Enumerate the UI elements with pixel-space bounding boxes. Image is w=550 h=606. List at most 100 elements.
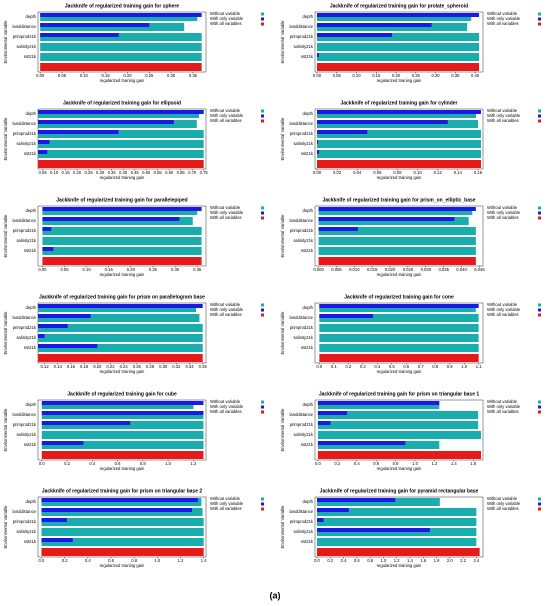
bar <box>41 538 73 542</box>
x-tick-label: 0.60 <box>165 170 174 175</box>
y-tick-label: salinity21k <box>293 335 313 340</box>
x-tick-label: 0.2 <box>62 558 68 563</box>
x-tick-label: 0.20 <box>73 170 82 175</box>
x-axis-label: regularized training gain <box>100 175 145 180</box>
bar <box>319 314 479 322</box>
plot-area <box>314 11 484 73</box>
bar <box>38 324 203 332</box>
bar <box>316 518 477 526</box>
bar <box>316 508 349 512</box>
x-tick-label: 0.00 <box>36 73 45 78</box>
y-tick-label: sst21k <box>24 539 37 544</box>
y-tick-label: depth <box>303 305 314 310</box>
chart-title: Jackknife of regularized training gain f… <box>320 488 479 494</box>
legend-swatch <box>261 400 264 404</box>
y-tick-label: landdistance <box>12 24 36 29</box>
x-tick-label: 0.15 <box>372 73 381 78</box>
y-tick-label: salinity21k <box>293 432 313 437</box>
x-tick-label: 0.50 <box>142 170 151 175</box>
legend-label: With all variables <box>487 312 519 317</box>
bar <box>318 247 476 255</box>
x-tick-label: 0.06 <box>373 170 382 175</box>
x-axis-label: regularized training gain <box>377 466 422 471</box>
legend-swatch <box>261 497 264 501</box>
x-tick-label: 2.2 <box>460 558 466 563</box>
y-axis-label: Environmental Variable <box>3 311 8 355</box>
x-tick-label: 0.35 <box>451 73 460 78</box>
bar <box>38 110 204 114</box>
x-tick-label: 0.25 <box>85 170 94 175</box>
x-tick-label: 0.25 <box>149 267 158 272</box>
x-tick-label: 0.12 <box>41 364 50 369</box>
x-tick-label: 0.32 <box>172 364 181 369</box>
legend-label: With only variable <box>210 501 244 506</box>
x-tick-label: 1.1 <box>476 364 482 369</box>
legend-swatch <box>261 308 264 312</box>
x-tick-label: 0.20 <box>127 267 136 272</box>
x-tick-label: 0.2 <box>345 364 351 369</box>
legend-swatch <box>538 507 541 511</box>
x-tick-label: 0.4 <box>374 364 380 369</box>
x-tick-label: 0.035 <box>438 267 449 272</box>
x-tick-label: 0.020 <box>385 267 396 272</box>
x-tick-label: 0.0 <box>315 461 321 466</box>
y-tick-label: salinity21k <box>293 238 313 243</box>
y-tick-label: salinity21k <box>16 238 36 243</box>
x-tick-label: 0.36 <box>199 364 208 369</box>
chart-title: Jackknife of regularized training gain f… <box>330 3 468 9</box>
x-tick-label: 0.28 <box>146 364 155 369</box>
plot-area <box>37 399 207 461</box>
x-tick-label: 1.2 <box>394 558 400 563</box>
legend-swatch <box>261 507 264 511</box>
caption: (a) <box>270 590 281 600</box>
x-tick-label: 0.10 <box>414 170 423 175</box>
bar <box>38 354 203 362</box>
x-tick-label: 0.35 <box>108 170 117 175</box>
bar <box>38 314 200 322</box>
legend-label: Without variable <box>487 205 518 210</box>
legend-swatch <box>538 405 541 409</box>
legend-label: With only variable <box>487 404 521 409</box>
bar <box>316 13 480 17</box>
x-tick-label: 0.22 <box>106 364 115 369</box>
bar <box>317 150 320 154</box>
legend-label: Without variable <box>487 108 518 113</box>
y-tick-label: depth <box>26 111 37 116</box>
bar <box>319 314 373 318</box>
bar <box>317 451 482 459</box>
x-tick-label: 0.00 <box>313 170 322 175</box>
y-tick-label: primprod21k <box>13 519 37 524</box>
chart-title: Jackknife of regularized training gain f… <box>322 197 475 203</box>
legend-swatch <box>261 114 264 118</box>
bar <box>317 130 368 134</box>
bar <box>318 237 476 245</box>
bar <box>318 257 476 265</box>
legend-swatch <box>538 109 541 113</box>
legend-label: Without variable <box>210 399 241 404</box>
legend-label: Without variable <box>210 302 241 307</box>
x-tick-label: 0.4 <box>85 558 91 563</box>
legend-swatch <box>261 109 264 113</box>
x-tick-label: 0.6 <box>373 461 379 466</box>
x-tick-label: 0.005 <box>331 267 342 272</box>
x-tick-label: 1.8 <box>434 558 440 563</box>
bar <box>41 518 67 522</box>
legend-swatch <box>261 405 264 409</box>
legend-label: With all variables <box>210 409 242 414</box>
legend-label: Without variable <box>210 11 241 16</box>
x-tick-label: 0.75 <box>200 170 209 175</box>
legend-label: With all variables <box>487 21 519 26</box>
x-tick-label: 0.25 <box>145 73 154 78</box>
x-tick-label: 0.14 <box>54 364 63 369</box>
bar <box>316 33 393 37</box>
plot-area <box>37 108 207 170</box>
x-tick-label: 0.4 <box>354 461 360 466</box>
y-tick-label: salinity21k <box>293 529 313 534</box>
bar <box>38 344 98 348</box>
x-axis-label: regularized training gain <box>377 78 422 83</box>
legend-label: Without variable <box>487 302 518 307</box>
plot-area <box>314 108 484 170</box>
bar <box>319 304 479 308</box>
bar <box>42 237 202 245</box>
